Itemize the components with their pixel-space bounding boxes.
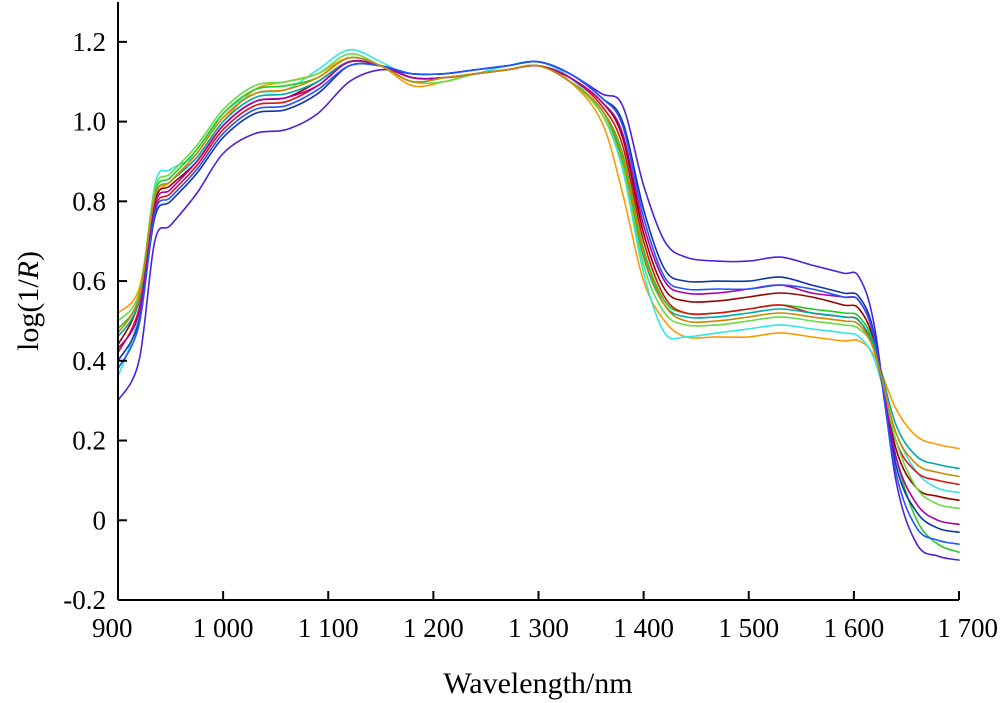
y-axis-title-prefix: log(1/: [12, 279, 45, 351]
spectrum-line-9: [117, 52, 960, 510]
spectrum-line-4: [117, 60, 960, 502]
x-tick-label: 1 200: [403, 613, 464, 643]
spectrum-line-6: [117, 60, 960, 533]
y-axis-title-suffix: ): [12, 251, 45, 261]
y-tick-label: 1.0: [72, 107, 106, 137]
y-tick-label: 1.2: [72, 27, 106, 57]
series-layer: [117, 48, 960, 561]
x-tick-label: 1 600: [824, 613, 885, 643]
spectrum-line-11: [117, 60, 960, 545]
spectrum-line-10: [117, 59, 960, 526]
y-tick-label: 0.6: [72, 266, 106, 296]
x-axis-title: Wavelength/nm: [443, 667, 632, 700]
y-tick-label: 0: [93, 505, 107, 535]
spectrum-line-5: [117, 56, 960, 553]
spectrum-line-12: [117, 56, 960, 478]
y-tick-label: 0.2: [72, 426, 106, 456]
y-axis-title: log(1/R): [12, 251, 45, 351]
y-tick-label: -0.2: [63, 585, 106, 615]
ticks-layer: 900 1 000 1 100 1 200 1 300 1 400 1 500 1 600 1 …: [63, 27, 998, 643]
spectrum-line-8: [117, 60, 960, 470]
x-tick-label: 1 700: [937, 613, 998, 643]
x-tick-label: 1 400: [613, 613, 674, 643]
y-tick-label: 0.8: [72, 186, 106, 216]
x-tick-label: 1 500: [718, 613, 779, 643]
x-tick-label: 1 300: [508, 613, 569, 643]
x-tick-label: 1 000: [193, 613, 254, 643]
x-tick-label: 1 100: [298, 613, 359, 643]
x-tick-label: 900: [92, 613, 133, 643]
spectrum-line-7: [117, 59, 960, 486]
y-axis-title-italic: R: [12, 261, 45, 280]
y-tick-label: 0.4: [72, 346, 106, 376]
